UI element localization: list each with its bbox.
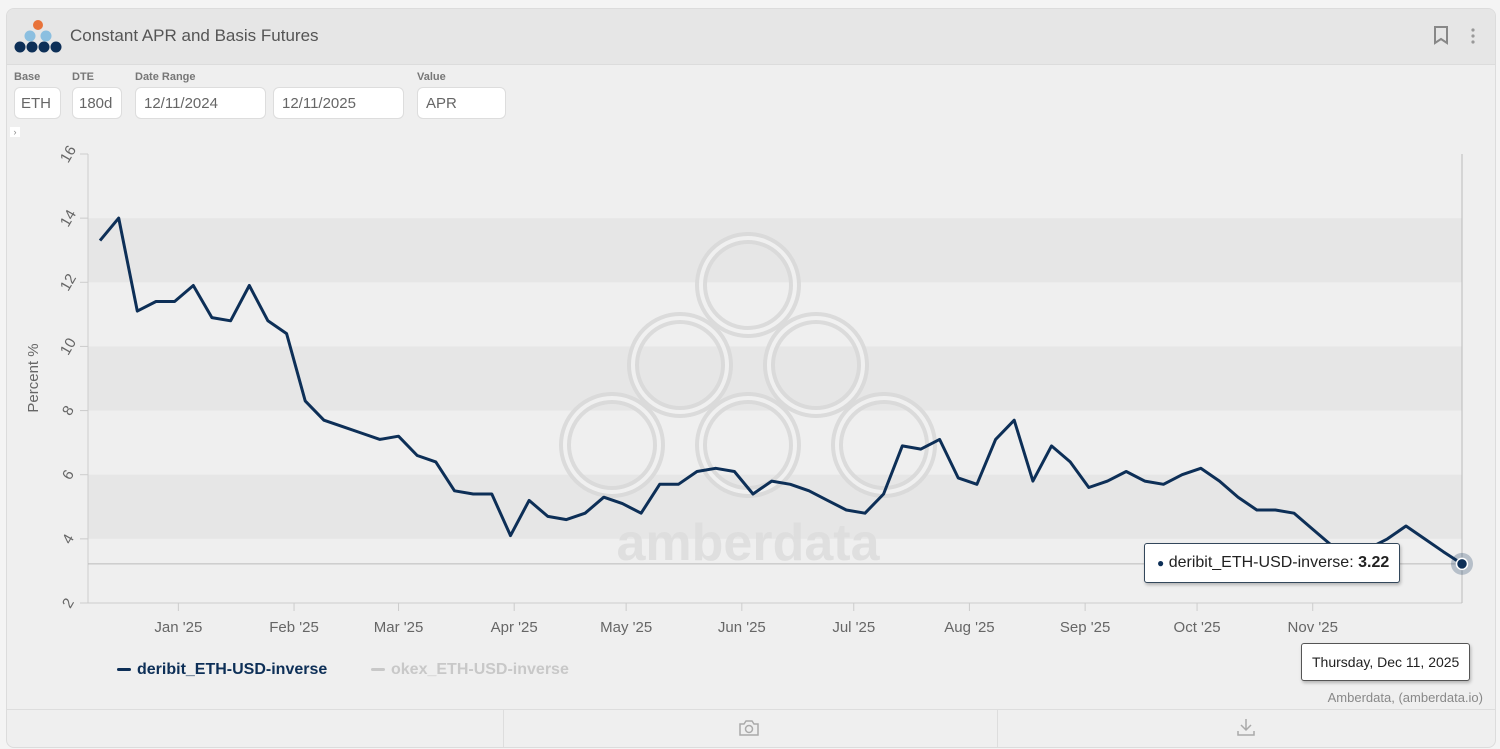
tooltip-value: 3.22: [1358, 554, 1390, 571]
date-range-label: Date Range: [135, 71, 196, 83]
legend-line-icon: [117, 668, 131, 672]
x-tick-label: Jul '25: [832, 619, 875, 636]
credits-link[interactable]: Amberdata, (amberdata.io): [1327, 690, 1483, 705]
card-header: Constant APR and Basis Futures: [7, 9, 1495, 65]
watermark-ring-highlight: [631, 316, 729, 414]
amberdata-logo-icon: [14, 20, 62, 53]
x-tick-label: Jan '25: [154, 619, 202, 636]
watermark-ring-highlight: [563, 396, 661, 494]
x-tick-label: May '25: [600, 619, 652, 636]
hover-marker: [1455, 557, 1469, 571]
legend-line-icon: [371, 668, 385, 672]
watermark-ring-highlight: [699, 396, 797, 494]
legend-label: deribit_ETH-USD-inverse: [137, 661, 328, 678]
tooltip-series-label: deribit_ETH-USD-inverse:: [1168, 554, 1359, 571]
x-tick-label: Aug '25: [944, 619, 994, 636]
more-vertical-icon[interactable]: [1469, 25, 1477, 45]
series-0: [98, 216, 1463, 566]
series-tooltip: ● deribit_ETH-USD-inverse: 3.22: [1144, 543, 1401, 583]
y-tick-label: 6: [59, 467, 78, 483]
y-axis-title: Percent %: [25, 343, 42, 412]
legend-item-deribit[interactable]: deribit_ETH-USD-inverse: [117, 661, 327, 679]
tooltip-bullet: ●: [1157, 556, 1165, 570]
x-tick-label: Oct '25: [1174, 619, 1221, 636]
y-tick-label: 16: [57, 143, 80, 166]
watermark-logo: amberdata: [559, 232, 937, 572]
watermark-text: amberdata: [617, 514, 881, 572]
legend-label: okex_ETH-USD-inverse: [391, 661, 569, 678]
download-icon[interactable]: [1236, 717, 1256, 737]
watermark-ring-highlight: [699, 236, 797, 334]
base-select[interactable]: ETH: [14, 87, 61, 119]
card-footer: [7, 709, 1495, 747]
x-tick-label: Sep '25: [1060, 619, 1110, 636]
watermark-ring-highlight: [767, 316, 865, 414]
value-label: Value: [417, 71, 446, 83]
y-tick-label: 12: [57, 271, 80, 294]
x-tick-label: Jun '25: [718, 619, 766, 636]
collapse-controls-button[interactable]: ›: [10, 127, 20, 137]
camera-icon[interactable]: [738, 719, 760, 737]
bookmark-icon[interactable]: [1432, 25, 1450, 45]
dte-select[interactable]: 180d: [72, 87, 122, 119]
value-select[interactable]: APR: [417, 87, 506, 119]
y-tick-label: 2: [59, 595, 78, 611]
base-label: Base: [14, 71, 41, 83]
y-tick-label: 14: [57, 207, 80, 230]
y-tick-label: 10: [57, 335, 80, 358]
end-date-input[interactable]: 12/11/2025: [273, 87, 404, 119]
x-tick-label: Feb '25: [269, 619, 319, 636]
x-tick-label: Apr '25: [491, 619, 538, 636]
x-tick-label: Mar '25: [374, 619, 424, 636]
series-line: [98, 216, 1463, 566]
legend-item-okex[interactable]: okex_ETH-USD-inverse: [371, 661, 569, 679]
y-tick-label: 8: [59, 403, 78, 419]
dte-label: DTE: [72, 71, 94, 83]
start-date-input[interactable]: 12/11/2024: [135, 87, 266, 119]
date-tooltip: Thursday, Dec 11, 2025: [1301, 643, 1471, 681]
y-tick-label: 4: [59, 531, 78, 547]
x-tick-label: Nov '25: [1288, 619, 1338, 636]
chart-title: Constant APR and Basis Futures: [70, 26, 319, 45]
